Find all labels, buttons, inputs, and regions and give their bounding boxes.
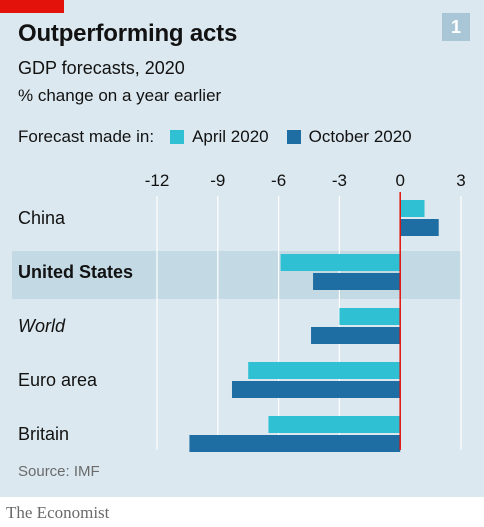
bar-april (400, 200, 425, 217)
bar-october (400, 219, 439, 236)
legend-label-april: April 2020 (192, 127, 269, 146)
x-tick-label: -6 (271, 171, 286, 190)
bar-april (248, 362, 401, 379)
chart-legend: Forecast made in: April 2020 October 202… (18, 127, 430, 147)
chart-subtitle: GDP forecasts, 2020 (18, 58, 185, 78)
bar-october (231, 381, 401, 398)
x-tick-label: 0 (395, 171, 404, 190)
bar-april (339, 308, 401, 325)
category-label: World (18, 316, 66, 336)
bar-october (313, 273, 401, 290)
chart-title: Outperforming acts (18, 20, 238, 47)
source-note: Source: IMF (18, 463, 100, 480)
brand-red-tag (0, 0, 64, 13)
bar-october (189, 435, 401, 452)
legend-item-october: October 2020 (286, 127, 412, 147)
legend-label-october: October 2020 (308, 127, 412, 146)
category-label: China (18, 208, 66, 228)
bar-april (268, 416, 401, 433)
x-tick-label: -12 (145, 171, 170, 190)
category-label: United States (18, 262, 133, 282)
chart-panel: 1 Outperforming acts GDP forecasts, 2020… (0, 0, 484, 497)
legend-title: Forecast made in: (18, 127, 155, 146)
legend-item-april: April 2020 (170, 127, 269, 147)
bar-april (280, 254, 401, 271)
legend-swatch-april (170, 130, 185, 144)
legend-swatch-october (286, 130, 301, 144)
category-label: Euro area (18, 370, 98, 390)
x-tick-label: -9 (210, 171, 225, 190)
x-tick-label: 3 (456, 171, 465, 190)
category-label: Britain (18, 424, 69, 444)
bar-chart: -12 -9 -6 -3 0 3 China United States World Euro a… (12, 171, 466, 452)
x-tick-label: -3 (332, 171, 347, 190)
publisher-wordmark: The Economist (6, 503, 110, 522)
bar-october (311, 327, 401, 344)
chart-unit-label: % change on a year earlier (18, 86, 222, 105)
chart-number-badge: 1 (442, 13, 470, 41)
